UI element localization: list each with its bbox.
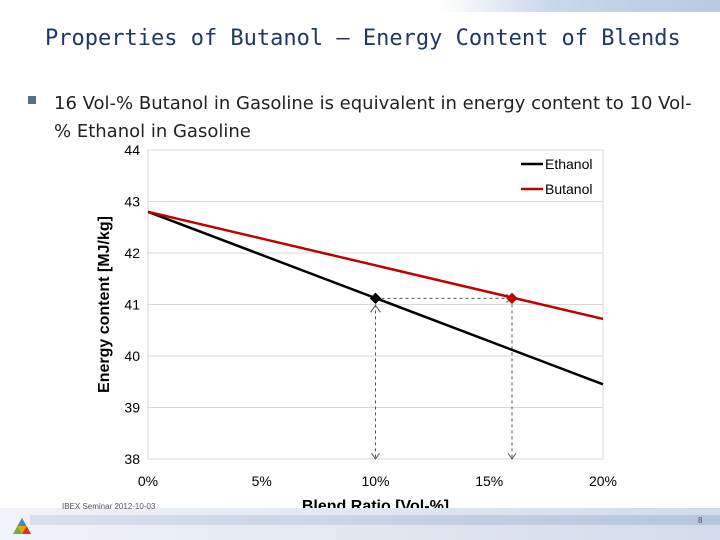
footer-stripe bbox=[30, 515, 720, 525]
bullet-square-icon bbox=[28, 96, 36, 104]
y-tick-label-42: 42 bbox=[124, 245, 140, 261]
guide-arrowhead-0 bbox=[371, 452, 380, 460]
y-tick-label-41: 41 bbox=[124, 297, 140, 313]
x-tick-label-0: 0% bbox=[138, 473, 158, 489]
series-line-butanol bbox=[147, 210, 604, 321]
legend-label-butanol: Butanol bbox=[545, 181, 592, 197]
y-tick-label-43: 43 bbox=[124, 194, 140, 210]
y-tick-label-38: 38 bbox=[124, 451, 140, 467]
page-title: Properties of Butanol – Energy Content o… bbox=[45, 26, 681, 51]
logo-icon bbox=[13, 518, 31, 534]
bullet-text: 16 Vol-% Butanol in Gasoline is equivale… bbox=[54, 93, 692, 142]
marker-butanol bbox=[506, 292, 518, 305]
y-axis-title: Energy content [MJ/kg] bbox=[96, 216, 113, 393]
top-decorative-band bbox=[440, 0, 720, 12]
guide-arrowhead-start bbox=[370, 304, 381, 313]
x-tick-label-15: 15% bbox=[475, 473, 503, 489]
y-tick-label-44: 44 bbox=[124, 142, 140, 158]
guide-arrowhead-2 bbox=[507, 452, 517, 460]
x-tick-label-5: 5% bbox=[252, 473, 272, 489]
page-number: 8 bbox=[698, 516, 703, 525]
marker-ethanol bbox=[369, 292, 382, 305]
x-tick-label-10: 10% bbox=[361, 473, 389, 489]
footer-text: IBEX Seminar 2012-10-03 bbox=[62, 502, 156, 511]
legend-label-ethanol: Ethanol bbox=[545, 156, 592, 172]
x-tick-label-20: 20% bbox=[589, 473, 617, 489]
y-tick-label-39: 39 bbox=[124, 400, 140, 416]
y-tick-label-40: 40 bbox=[124, 348, 140, 364]
